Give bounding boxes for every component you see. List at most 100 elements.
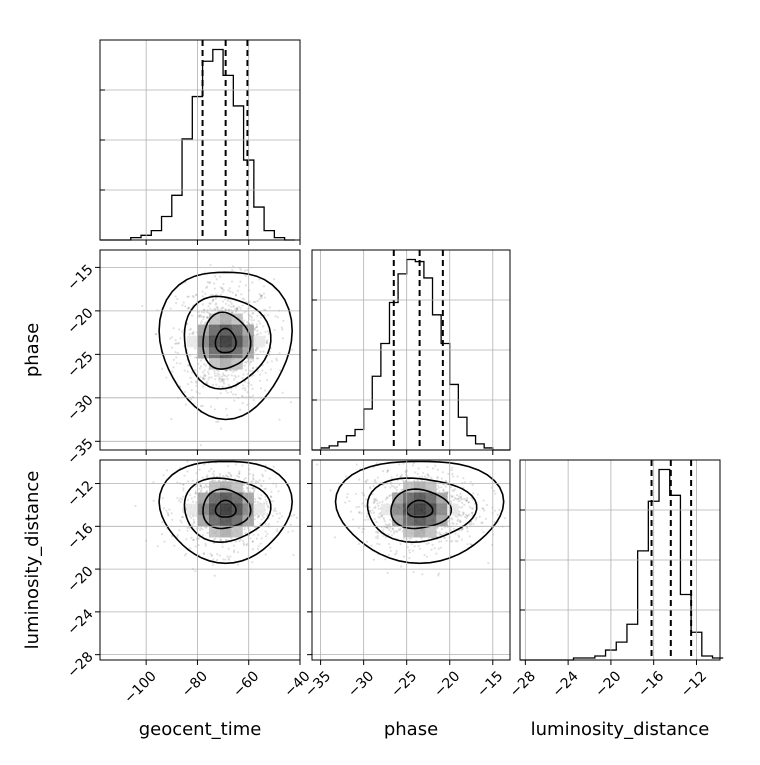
sample-point — [251, 322, 254, 325]
sample-point — [179, 519, 182, 522]
density-cell — [242, 492, 254, 505]
sample-point — [450, 495, 453, 499]
sample-point — [261, 369, 264, 372]
sample-point — [273, 278, 276, 281]
sample-point — [246, 320, 249, 324]
sample-point — [414, 471, 417, 474]
sample-point — [276, 520, 279, 523]
sample-point — [460, 506, 464, 509]
sample-point — [215, 305, 218, 309]
sample-point — [232, 393, 235, 396]
sample-point — [205, 285, 209, 288]
sample-point — [361, 502, 364, 505]
sample-point — [156, 545, 159, 548]
sample-point — [452, 495, 455, 498]
density-cell — [208, 313, 221, 326]
sample-point — [242, 542, 246, 545]
sample-point — [230, 311, 233, 314]
sample-point — [249, 306, 252, 309]
density-cell — [242, 514, 254, 527]
sample-point — [155, 332, 158, 336]
sample-point — [232, 305, 235, 308]
sample-point — [238, 472, 241, 475]
sample-point — [251, 560, 254, 564]
sample-point — [201, 303, 204, 306]
density-cell — [208, 357, 221, 370]
density-cell — [425, 492, 437, 505]
sample-point — [246, 268, 249, 272]
sample-point — [167, 514, 170, 517]
sample-point — [189, 494, 192, 497]
sample-point — [444, 485, 447, 488]
sample-point — [203, 315, 206, 318]
sample-point — [460, 529, 463, 532]
sample-point — [458, 513, 461, 516]
sample-point — [470, 523, 473, 526]
sample-point — [213, 574, 216, 577]
sample-point — [207, 378, 210, 381]
sample-point — [471, 511, 474, 514]
sample-point — [437, 484, 440, 487]
sample-point — [365, 515, 369, 518]
sample-point — [239, 408, 242, 411]
sample-point — [182, 495, 185, 498]
sample-point — [269, 368, 273, 371]
sample-point — [205, 311, 209, 314]
sample-point — [161, 367, 164, 370]
sample-point — [262, 350, 265, 353]
sample-point — [165, 376, 168, 379]
sample-point — [399, 527, 402, 530]
contour-geocent_time-luminosity_distance-0 — [158, 460, 294, 565]
sample-point — [199, 314, 202, 317]
sample-point — [280, 326, 283, 329]
sample-point — [346, 492, 349, 496]
sample-point — [411, 549, 415, 552]
sample-point — [246, 403, 249, 406]
sample-point — [422, 471, 425, 475]
sample-point — [250, 480, 253, 484]
sample-point — [238, 285, 241, 288]
sample-point — [231, 311, 235, 314]
sample-point — [262, 479, 265, 483]
sample-point — [436, 531, 439, 535]
sample-point — [454, 514, 457, 518]
sample-point — [357, 505, 361, 508]
sample-point — [376, 542, 379, 545]
sample-point — [380, 514, 384, 518]
sample-point — [291, 348, 294, 351]
sample-point — [165, 509, 168, 512]
sample-point — [197, 537, 201, 540]
sample-point — [373, 501, 376, 504]
sample-point — [265, 500, 268, 504]
sample-point — [451, 521, 454, 525]
sample-point — [171, 370, 174, 373]
sample-point — [236, 381, 239, 384]
sample-point — [257, 514, 260, 518]
sample-point — [225, 375, 229, 378]
sample-point — [469, 480, 472, 483]
sample-point — [454, 488, 457, 491]
sample-point — [252, 478, 255, 481]
sample-point — [255, 347, 258, 350]
sample-point — [493, 509, 496, 512]
sample-point — [228, 287, 231, 290]
sample-point — [190, 497, 193, 500]
sample-point — [214, 297, 217, 300]
sample-point — [437, 572, 440, 575]
contour-geocent_time-phase-3 — [214, 327, 237, 354]
sample-point — [199, 490, 202, 493]
sample-point — [183, 474, 186, 477]
sample-point — [420, 537, 423, 540]
sample-point — [357, 511, 361, 514]
sample-point — [287, 530, 290, 533]
sample-point — [456, 475, 459, 478]
sample-point — [186, 529, 189, 532]
sample-point — [175, 301, 178, 305]
sample-point — [204, 544, 207, 547]
sample-point — [186, 307, 189, 310]
sample-point — [175, 362, 178, 365]
sample-point — [186, 383, 190, 386]
sample-point — [249, 537, 252, 540]
sample-point — [393, 530, 396, 533]
sample-point — [459, 514, 463, 517]
